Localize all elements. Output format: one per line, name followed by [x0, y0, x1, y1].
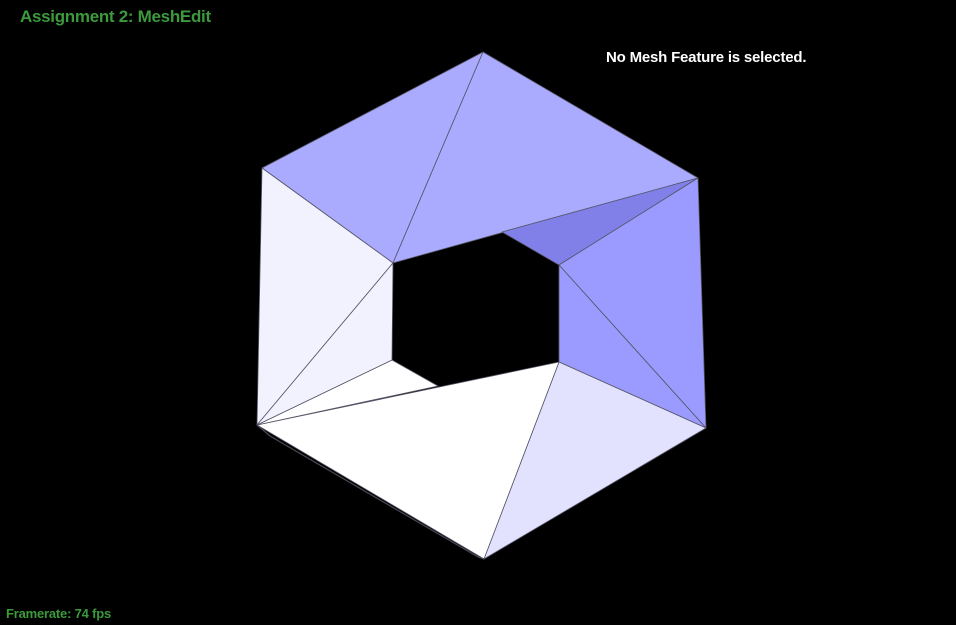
mesh-face[interactable]: [256, 262, 394, 426]
mesh-edge: [256, 424, 485, 560]
framerate-readout: Framerate: 74 fps: [6, 606, 111, 621]
framerate-value: 74: [74, 606, 89, 621]
framerate-label: Framerate:: [6, 606, 72, 621]
selection-status: No Mesh Feature is selected.: [606, 49, 807, 66]
mesh-face[interactable]: [256, 361, 560, 560]
mesh[interactable]: [256, 51, 707, 560]
framerate-unit: fps: [92, 606, 112, 621]
app-title: Assignment 2: MeshEdit: [20, 7, 211, 26]
